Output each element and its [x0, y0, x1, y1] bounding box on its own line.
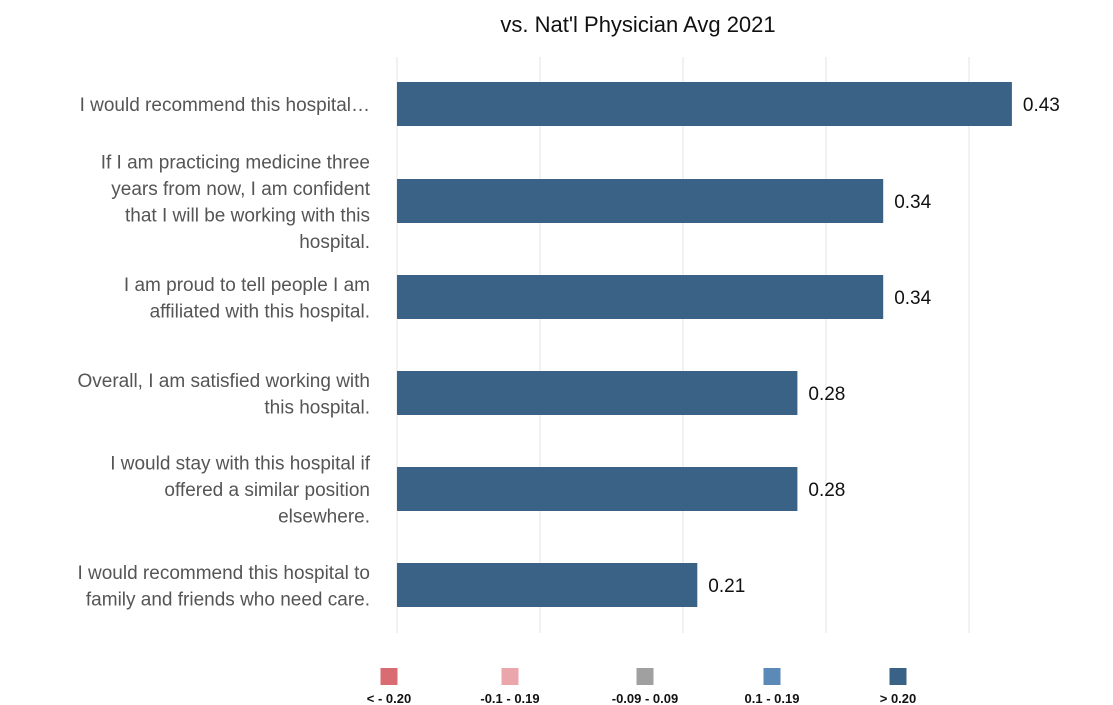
bar-4: [397, 467, 798, 511]
value-label-0: 0.43: [1023, 95, 1060, 116]
category-label-2: I am proud to tell people I am affiliated…: [124, 275, 370, 323]
legend-label-3: 0.1 - 0.19: [745, 691, 800, 705]
category-label-3: Overall, I am satisfied working with this…: [78, 371, 371, 419]
legend-swatch-2: [636, 668, 654, 685]
category-label-0: I would recommend this hospital…: [80, 95, 370, 116]
bars: 0.43 0.34 0.34 0.28 0.28 0.21: [397, 82, 1060, 607]
legend-swatch-4: [889, 668, 907, 685]
value-label-1: 0.34: [894, 192, 931, 213]
bar-3: [397, 371, 798, 415]
value-label-3: 0.28: [808, 384, 845, 405]
legend-swatch-1: [501, 668, 519, 685]
bar-0: [397, 82, 1012, 126]
category-label-5: I would recommend this hospital to family…: [77, 563, 370, 611]
legend-swatch-3: [763, 668, 781, 685]
bar-2: [397, 275, 884, 319]
legend: < - 0.20 -0.1 - 0.19 -0.09 - 0.09 0.1 - 0.1…: [367, 668, 916, 705]
legend-label-2: -0.09 - 0.09: [612, 691, 679, 705]
category-labels: I would recommend this hospital… If I am …: [77, 95, 370, 610]
legend-label-1: -0.1 - 0.19: [480, 691, 539, 705]
legend-label-0: < - 0.20: [367, 691, 411, 705]
bar-1: [397, 179, 884, 223]
bar-5: [397, 563, 698, 607]
value-label-4: 0.28: [808, 480, 845, 501]
chart-title: vs. Nat'l Physician Avg 2021: [500, 12, 775, 37]
legend-swatch-0: [380, 668, 398, 685]
legend-label-4: > 0.20: [880, 691, 917, 705]
value-label-5: 0.21: [708, 576, 745, 597]
value-label-2: 0.34: [894, 288, 931, 309]
category-label-4: I would stay with this hospital if offere…: [110, 454, 371, 528]
grid: [396, 57, 970, 633]
category-label-1: If I am practicing medicine three years f…: [101, 152, 371, 253]
